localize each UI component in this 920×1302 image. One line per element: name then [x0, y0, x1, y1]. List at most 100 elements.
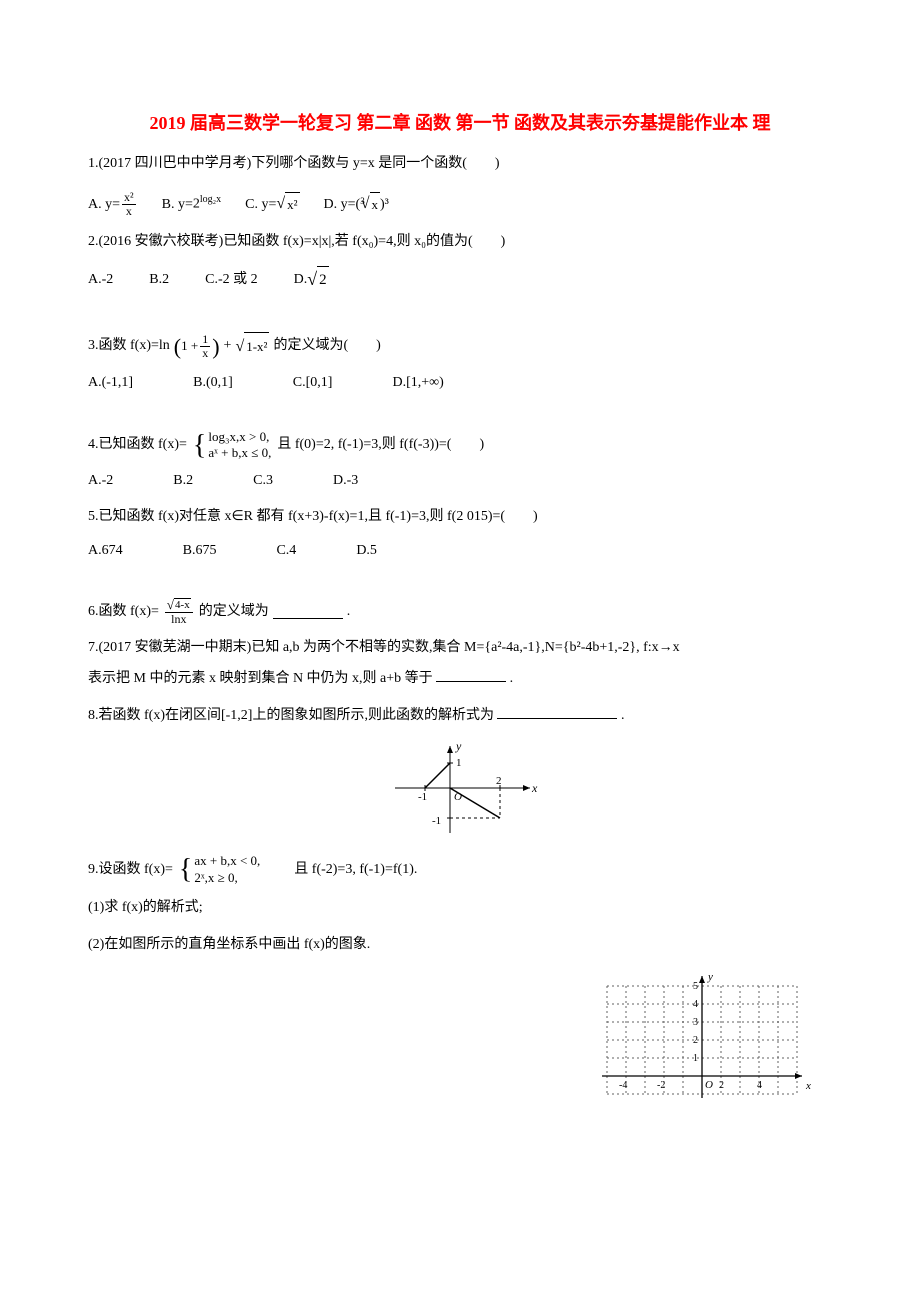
svg-text:3: 3: [693, 1017, 698, 1028]
q8-end: .: [621, 708, 625, 723]
q9-suffix: 且 f(-2)=3, f(-1)=f(1).: [266, 855, 417, 886]
svg-text:y: y: [455, 739, 462, 753]
q1-a-frac: x² x: [122, 191, 136, 218]
q1-b-prefix: B. y=: [162, 192, 193, 217]
q4-opt-b: B.2: [173, 468, 193, 493]
q1-d-sqrt: 3√x: [360, 190, 380, 219]
q3-opt-b: B.(0,1]: [193, 370, 233, 395]
q2-options: A.-2 B.2 C.-2 或 2 D. √2: [88, 263, 832, 295]
svg-text:-1: -1: [418, 791, 427, 803]
q3-sqrt: √1-x²: [235, 329, 269, 364]
q1-opt-b: B. y= 2log₂x: [162, 191, 222, 217]
q3-options: A.(-1,1] B.(0,1] C.[0,1] D.[1,+∞): [88, 370, 832, 395]
q9-figure: x y O -4 -2 2 4 1 2 3 4 5: [88, 966, 832, 1120]
q2-opt-d: D. √2: [294, 263, 329, 295]
svg-text:4: 4: [757, 1080, 762, 1091]
q9-grid-svg: x y O -4 -2 2 4 1 2 3 4 5: [592, 966, 812, 1111]
q5-opt-c: C.4: [276, 538, 296, 563]
svg-text:-4: -4: [619, 1080, 627, 1091]
q1-c-sqrt: √x²: [276, 190, 299, 219]
q6-den: lnx: [169, 613, 188, 626]
q3-opt-c: C.[0,1]: [293, 370, 333, 395]
q2-d-prefix: D.: [294, 267, 308, 292]
q1-a-prefix: A. y=: [88, 192, 120, 217]
document-title: 2019 届高三数学一轮复习 第二章 函数 第一节 函数及其表示夯基提能作业本 …: [88, 110, 832, 137]
svg-text:2: 2: [496, 775, 502, 787]
q3-rad: 1-x²: [244, 332, 269, 362]
q5-opt-a: A.674: [88, 538, 123, 563]
q4-prefix: 4.已知函数 f(x)=: [88, 430, 187, 461]
q8-graph-svg: x y O -1 2 1 -1: [380, 738, 540, 838]
q6-num: √4-x: [165, 598, 193, 613]
q8-blank: [497, 705, 617, 719]
q4-row1: log₃x,x > 0,: [208, 429, 271, 446]
q7-line2: 表示把 M 中的元素 x 映射到集合 N 中仍为 x,则 a+b 等于 .: [88, 664, 832, 695]
q5-opt-d: D.5: [356, 538, 377, 563]
q3-opt-a: A.(-1,1]: [88, 370, 133, 395]
q7-line1: 7.(2017 安徽芜湖一中期末)已知 a,b 为两个不相等的实数,集合 M={…: [88, 633, 832, 664]
svg-text:4: 4: [693, 999, 698, 1010]
q4-piecewise: { log₃x,x > 0, aˣ + b,x ≤ 0,: [193, 429, 271, 463]
q9-sub2: (2)在如图所示的直角坐标系中画出 f(x)的图象.: [88, 930, 832, 961]
q1-b-exp: log₂x: [200, 194, 221, 205]
q1-c-prefix: C. y=: [245, 192, 276, 217]
q3-prefix: 3.函数 f(x)=ln: [88, 331, 170, 362]
svg-text:5: 5: [693, 981, 698, 992]
q1-opt-c: C. y= √x²: [245, 190, 299, 219]
q2-opt-b: B.2: [149, 267, 169, 292]
svg-text:1: 1: [693, 1053, 698, 1064]
q2-opt-c: C.-2 或 2: [205, 267, 258, 292]
q1-stem: 1.(2017 四川巴中中学月考)下列哪个函数与 y=x 是同一个函数( ): [88, 149, 832, 180]
question-1: 1.(2017 四川巴中中学月考)下列哪个函数与 y=x 是同一个函数( ): [88, 149, 832, 180]
svg-text:1: 1: [456, 757, 462, 769]
q5-opt-b: B.675: [183, 538, 217, 563]
q8-prefix: 8.若函数 f(x)在闭区间[-1,2]上的图象如图所示,则此函数的解析式为: [88, 708, 494, 723]
svg-text:2: 2: [719, 1080, 724, 1091]
question-2: 2.(2016 安徽六校联考)已知函数 f(x)=x|x|,若 f(x₀)=4,…: [88, 227, 832, 258]
svg-text:2: 2: [693, 1035, 698, 1046]
q5-options: A.674 B.675 C.4 D.5: [88, 538, 832, 563]
q2-opt-a: A.-2: [88, 267, 113, 292]
q4-opt-a: A.-2: [88, 468, 113, 493]
q9-row2: 2ˣ,x ≥ 0,: [194, 870, 260, 887]
q9-prefix: 9.设函数 f(x)=: [88, 855, 173, 886]
q1-c-rad: x²: [285, 192, 299, 216]
question-4: 4.已知函数 f(x)= { log₃x,x > 0, aˣ + b,x ≤ 0…: [88, 429, 832, 463]
q1-d-prefix: D. y=(: [324, 192, 361, 217]
q4-row2: aˣ + b,x ≤ 0,: [208, 445, 271, 462]
q6-suffix: 的定义域为: [199, 597, 269, 628]
q1-d-suffix: )³: [380, 192, 389, 217]
question-7: 7.(2017 安徽芜湖一中期末)已知 a,b 为两个不相等的实数,集合 M={…: [88, 633, 832, 695]
q6-num-rad: 4-x: [174, 598, 191, 611]
q4-options: A.-2 B.2 C.3 D.-3: [88, 468, 832, 493]
q4-opt-d: D.-3: [333, 468, 358, 493]
q6-prefix: 6.函数 f(x)=: [88, 597, 159, 628]
q3-num: 1: [200, 333, 210, 347]
q1-opt-d: D. y=( 3√x )³: [324, 190, 389, 219]
q3-den: x: [200, 347, 210, 360]
q9-sub1: (1)求 f(x)的解析式;: [88, 893, 832, 924]
svg-text:-1: -1: [432, 815, 441, 827]
question-8: 8.若函数 f(x)在闭区间[-1,2]上的图象如图所示,则此函数的解析式为 .: [88, 701, 832, 732]
svg-text:x: x: [805, 1080, 811, 1092]
q5-stem: 5.已知函数 f(x)对任意 x∈R 都有 f(x+3)-f(x)=1,且 f(…: [88, 502, 832, 533]
q6-blank: [273, 605, 343, 619]
q1-a-den: x: [124, 205, 134, 218]
q7-line2-prefix: 表示把 M 中的元素 x 映射到集合 N 中仍为 x,则 a+b 等于: [88, 671, 433, 686]
q8-figure: x y O -1 2 1 -1: [88, 738, 832, 847]
q4-opt-c: C.3: [253, 468, 273, 493]
q3-opt-d: D.[1,+∞): [392, 370, 443, 395]
q1-b-base: 2: [193, 197, 200, 212]
q3-ln-group: ( 1 + 1 x ): [174, 332, 220, 361]
svg-text:-2: -2: [657, 1080, 665, 1091]
question-3: 3.函数 f(x)=ln ( 1 + 1 x ) + √1-x² 的定义域为( …: [88, 329, 832, 364]
q1-opt-a: A. y= x² x: [88, 191, 138, 218]
q7-blank: [436, 668, 506, 682]
q7-line2-end: .: [510, 671, 514, 686]
q3-frac: 1 x: [200, 333, 210, 360]
q2-stem: 2.(2016 安徽六校联考)已知函数 f(x)=x|x|,若 f(x₀)=4,…: [88, 227, 832, 258]
svg-text:x: x: [531, 781, 538, 795]
q9-piecewise: { ax + b,x < 0, 2ˣ,x ≥ 0,: [179, 853, 260, 887]
q2-d-rad: 2: [317, 266, 329, 294]
q1-options: A. y= x² x B. y= 2log₂x C. y= √x² D. y=(…: [88, 190, 832, 219]
